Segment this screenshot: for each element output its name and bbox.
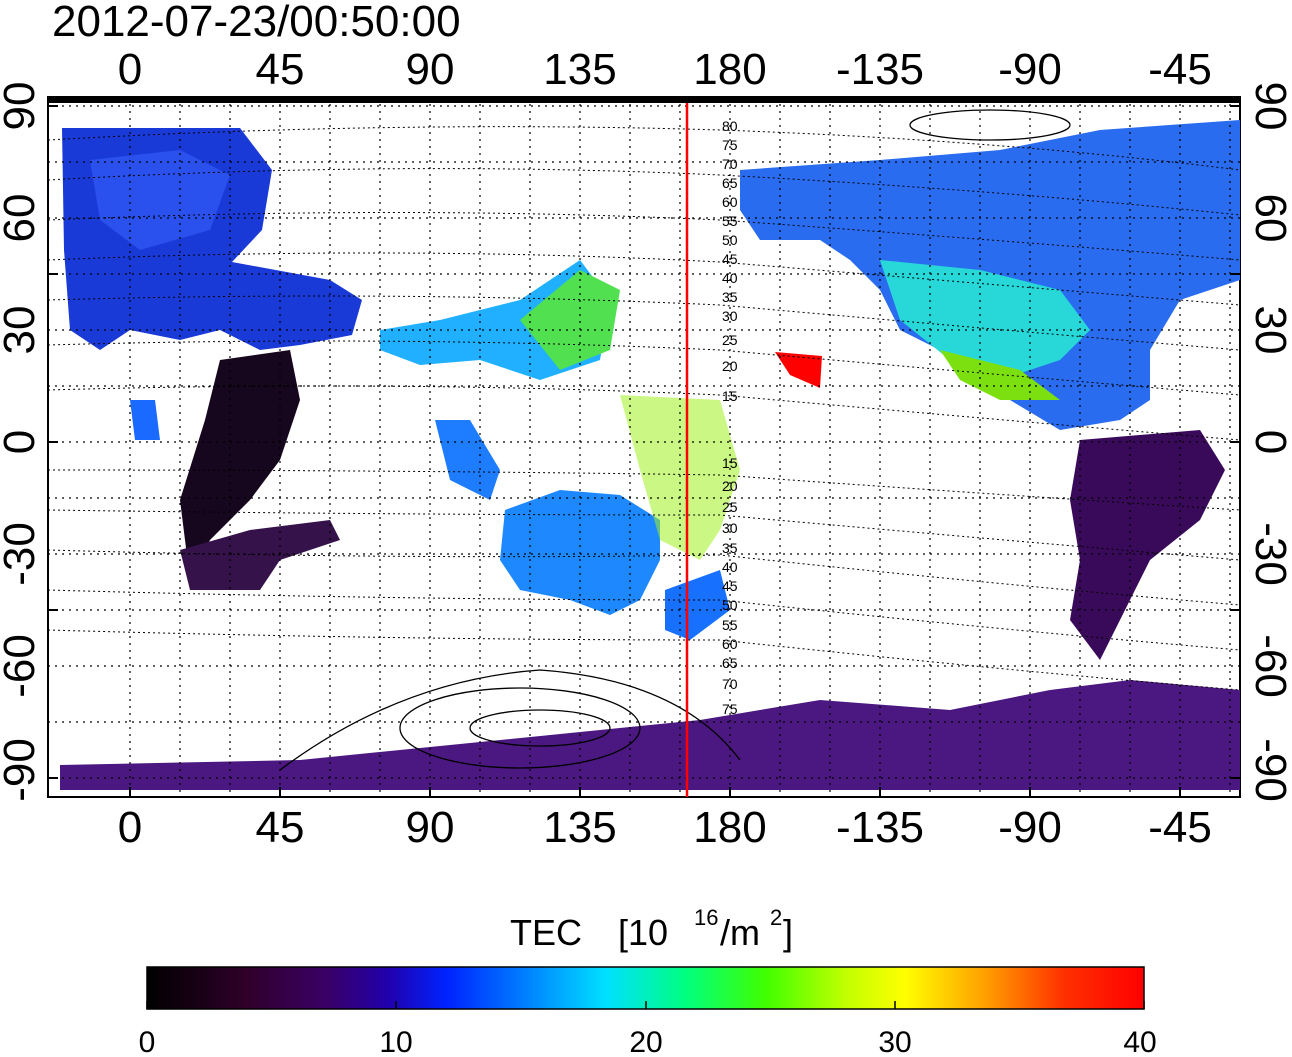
- y-tick-label: 30: [0, 306, 44, 355]
- contour-ellipses: [279, 109, 1071, 771]
- contour-label: 40: [722, 270, 738, 286]
- colorbar-tick-labels: 0 10 20 30 40: [139, 1026, 1157, 1057]
- y-tick-label: -60: [0, 634, 44, 698]
- frame-top-band: [48, 97, 1240, 103]
- contour-label: 45: [722, 578, 738, 594]
- map-content: 80 75 70 65 60 55 50 45 40 35 30 25 20 1…: [48, 97, 1240, 797]
- colorbar-title-unit-mid: /m: [720, 912, 760, 953]
- contour-label: 60: [722, 636, 738, 652]
- x-tick-label: 180: [693, 803, 766, 852]
- tec-africa-region: [180, 350, 300, 580]
- x-tick-label: 180: [693, 45, 766, 94]
- tec-pacific-scatter: [620, 395, 740, 560]
- contour-label: 65: [722, 175, 738, 191]
- x-ticks-top: 0 45 90 135 180 -135 -90 -45: [118, 45, 1212, 94]
- y-tick-label: -30: [0, 522, 44, 586]
- y-tick-label: 90: [0, 82, 44, 131]
- contour-label: 15: [722, 388, 738, 404]
- contour-label: 45: [722, 251, 738, 267]
- x-tick-label: 0: [118, 803, 142, 852]
- y-tick-label: 60: [1246, 194, 1292, 243]
- contour-lines: [48, 126, 1240, 691]
- contour-label: 30: [722, 308, 738, 324]
- tec-south-america-region: [1070, 430, 1225, 660]
- colorbar-title-unit-base: [10: [618, 912, 668, 953]
- grid-lines: [48, 97, 1240, 797]
- y-ticks-left: 90 60 30 0 -30 -60 -90: [0, 82, 44, 802]
- y-tick-label: -90: [1246, 738, 1292, 802]
- colorbar-ticks: [146, 1001, 1145, 1009]
- tec-central-america-region: [940, 350, 1060, 400]
- contour-label: 30: [722, 520, 738, 536]
- colorbar-title-exponent: 16: [694, 905, 718, 930]
- colorbar-title-unit-end: ]: [783, 912, 793, 953]
- colorbar-tick-label: 30: [878, 1026, 911, 1057]
- contour-label: 25: [722, 332, 738, 348]
- y-tick-label: 0: [0, 430, 44, 454]
- x-tick-label: 135: [543, 803, 616, 852]
- x-tick-label: 45: [256, 803, 305, 852]
- contour-label: 70: [722, 676, 738, 692]
- y-tick-label: -30: [1246, 522, 1292, 586]
- contour-label: 15: [722, 455, 738, 471]
- timestamp: 2012-07-23/00:50:00: [52, 0, 461, 46]
- x-tick-label: 135: [543, 45, 616, 94]
- colorbar-title-main: TEC: [510, 912, 582, 953]
- x-tick-label: -135: [836, 803, 924, 852]
- contour-label: 20: [722, 358, 738, 374]
- contour-label: 80: [722, 118, 738, 134]
- x-tick-label: 45: [256, 45, 305, 94]
- colorbar-tick-label: 40: [1123, 1026, 1156, 1057]
- tec-indonesia-region: [435, 420, 500, 500]
- x-tick-label: 90: [406, 803, 455, 852]
- y-tick-label: -60: [1246, 634, 1292, 698]
- contour-label: 65: [722, 655, 738, 671]
- contour-label: 35: [722, 289, 738, 305]
- contour-label: 50: [722, 232, 738, 248]
- contour-label: 70: [722, 156, 738, 172]
- y-tick-label: 90: [1246, 82, 1292, 131]
- x-tick-label: 90: [406, 45, 455, 94]
- x-tick-label: 0: [118, 45, 142, 94]
- contour-label: 55: [722, 213, 738, 229]
- colorbar-title: TEC [10 16 /m 2 ]: [510, 905, 793, 953]
- y-tick-label: 30: [1246, 306, 1292, 355]
- colorbar-tick-label: 0: [139, 1026, 156, 1057]
- tec-antarctica-region: [60, 680, 1240, 790]
- contour-label: 40: [722, 559, 738, 575]
- x-tick-label: -45: [1148, 45, 1212, 94]
- contour-labels-south: 15 20 25 30 35 40 45 50 55 60 65 70 75: [722, 455, 738, 717]
- contour-label: 60: [722, 194, 738, 210]
- tec-europe-core: [90, 150, 230, 250]
- frame-ticks: [48, 105, 1240, 797]
- contour-label: 55: [722, 617, 738, 633]
- colorbar-tick-label: 10: [379, 1026, 412, 1057]
- contour-label: 75: [722, 701, 738, 717]
- tec-high-spot: [775, 352, 822, 388]
- tec-new-zealand-region: [665, 570, 730, 640]
- contour-labels-north: 80 75 70 65 60 55 50 45 40 35 30 25 20 1…: [722, 118, 738, 404]
- x-ticks-bottom: 0 45 90 135 180 -135 -90 -45: [118, 803, 1212, 852]
- y-tick-label: 60: [0, 194, 44, 243]
- colorbar-title-exponent2: 2: [770, 905, 782, 930]
- x-tick-label: -90: [998, 45, 1062, 94]
- y-tick-label: 0: [1246, 430, 1292, 454]
- contour-label: 50: [722, 597, 738, 613]
- tec-north-america-core: [880, 260, 1090, 380]
- x-tick-label: -90: [998, 803, 1062, 852]
- colorbar-tick-label: 20: [629, 1026, 662, 1057]
- contour-label: 25: [722, 499, 738, 515]
- contour-label: 35: [722, 540, 738, 556]
- tec-west-africa-spot: [130, 400, 160, 440]
- x-tick-label: -45: [1148, 803, 1212, 852]
- y-ticks-right: 90 60 30 0 -30 -60 -90: [1246, 82, 1292, 802]
- contour-label: 75: [722, 137, 738, 153]
- x-tick-label: -135: [836, 45, 924, 94]
- y-tick-label: -90: [0, 738, 44, 802]
- contour-label: 20: [722, 478, 738, 494]
